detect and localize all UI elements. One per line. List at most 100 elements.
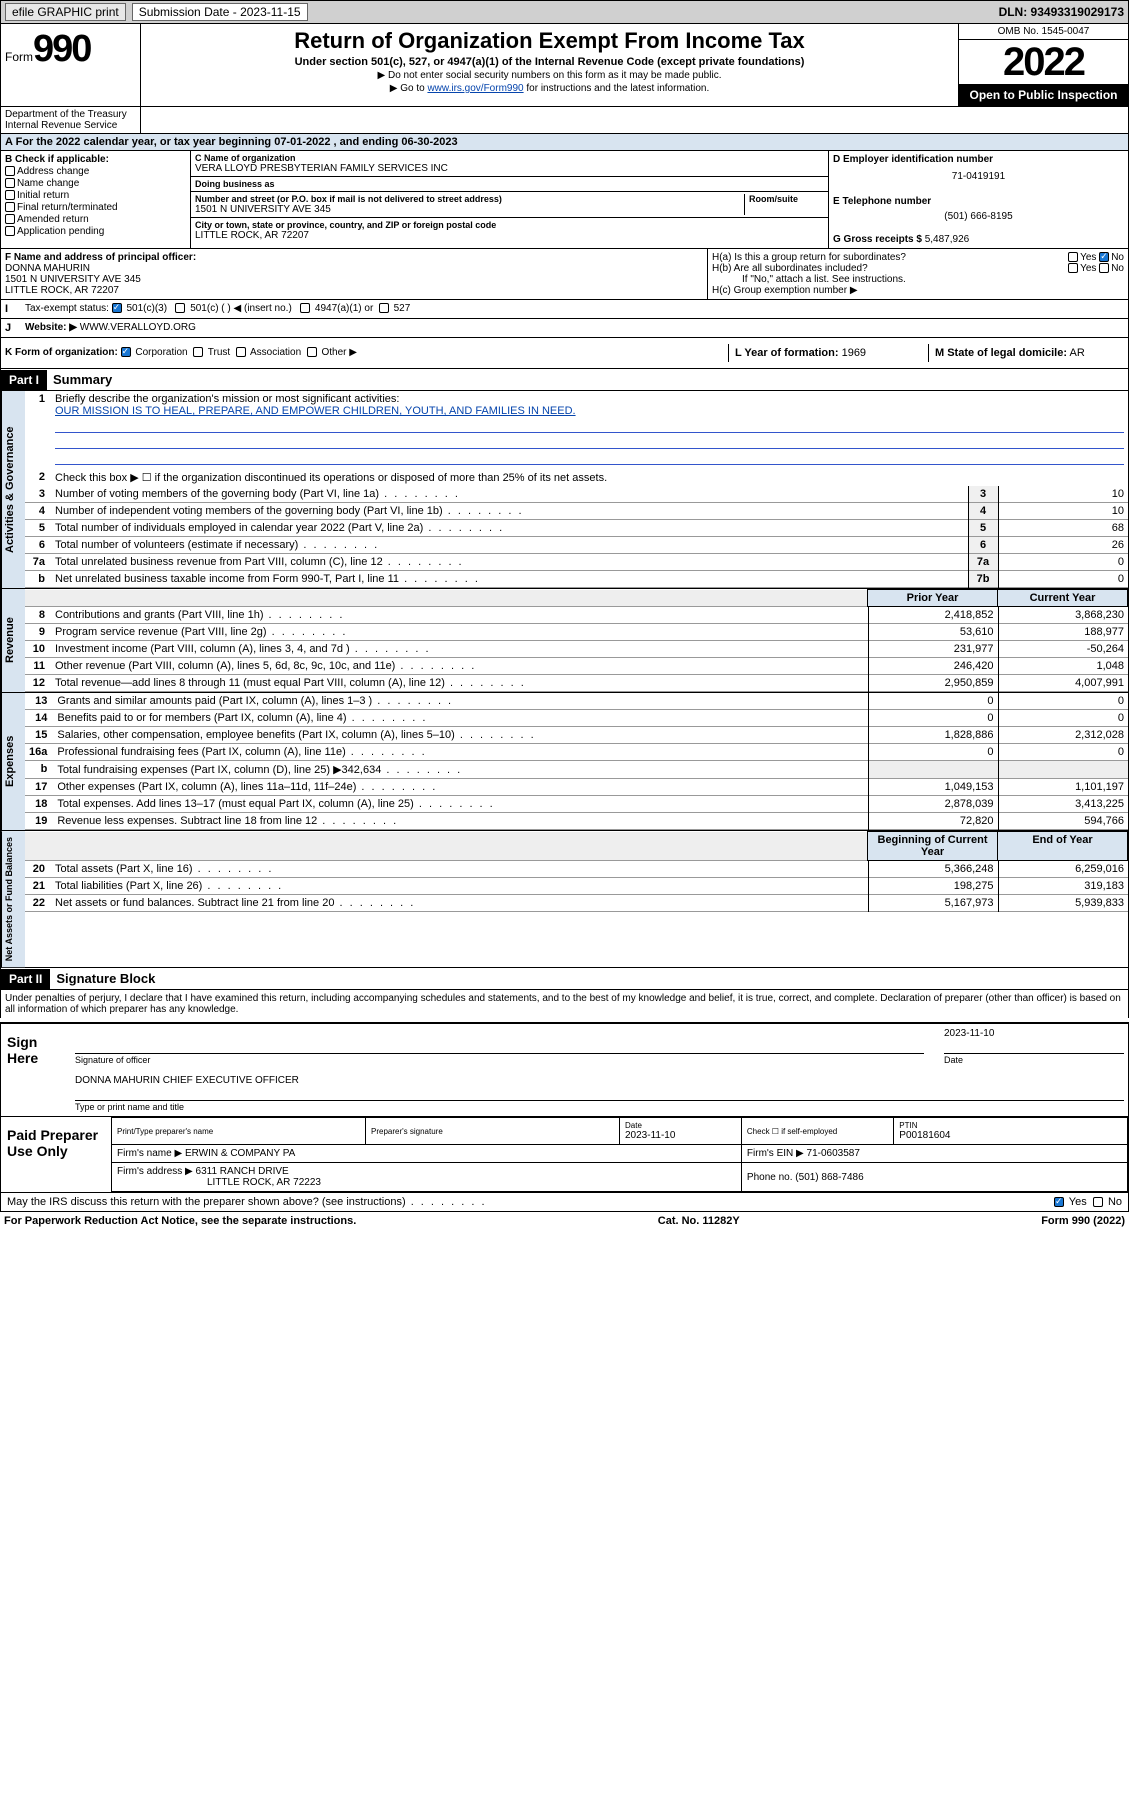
ha-yes[interactable]: Yes xyxy=(1080,252,1096,263)
domicile-label: M State of legal domicile: xyxy=(935,347,1067,359)
header-subtitle-2: ▶ Do not enter social security numbers o… xyxy=(149,70,950,81)
tax-year: 2022 xyxy=(959,40,1128,84)
preparer-date-label: Date xyxy=(625,1121,736,1130)
box-d-ein-phone: D Employer identification number 71-0419… xyxy=(828,151,1128,248)
submission-date: Submission Date - 2023-11-15 xyxy=(132,3,308,21)
irs-link[interactable]: www.irs.gov/Form990 xyxy=(427,83,523,94)
line-12: 12Total revenue—add lines 8 through 11 (… xyxy=(25,675,1128,692)
room-label: Room/suite xyxy=(749,194,824,204)
mission-text[interactable]: OUR MISSION IS TO HEAL, PREPARE, AND EMP… xyxy=(55,405,576,417)
dba-label: Doing business as xyxy=(195,179,824,189)
perjury-declaration: Under penalties of perjury, I declare th… xyxy=(0,990,1129,1018)
box-c-org-info: C Name of organization VERA LLOYD PRESBY… xyxy=(191,151,828,248)
header-title-block: Return of Organization Exempt From Incom… xyxy=(141,24,958,106)
officer-addr2: LITTLE ROCK, AR 72207 xyxy=(5,285,703,296)
discuss-no: No xyxy=(1108,1196,1122,1208)
firm-phone-label: Phone no. xyxy=(747,1172,793,1183)
header-right-box: OMB No. 1545-0047 2022 Open to Public In… xyxy=(958,24,1128,106)
chk-initial-return[interactable]: Initial return xyxy=(5,190,186,201)
col-prior-year: Prior Year xyxy=(868,590,998,607)
tax-period-row: A For the 2022 calendar year, or tax yea… xyxy=(0,134,1129,151)
chk-501c3[interactable] xyxy=(112,303,122,313)
year-formation-value: 1969 xyxy=(842,347,866,359)
box-b-check-applicable: B Check if applicable: Address change Na… xyxy=(1,151,191,248)
firm-ein: 71-0603587 xyxy=(807,1148,860,1159)
open-to-public: Open to Public Inspection xyxy=(959,84,1128,106)
chk-4947[interactable] xyxy=(300,303,310,313)
firm-addr1: 6311 RANCH DRIVE xyxy=(196,1166,289,1177)
line-22: 22Net assets or fund balances. Subtract … xyxy=(25,895,1128,912)
discuss-yes-check[interactable] xyxy=(1054,1197,1064,1207)
preparer-date: 2023-11-10 xyxy=(625,1130,736,1141)
box-k-form-org: K Form of organization: Corporation Trus… xyxy=(1,344,728,362)
org-name-label: C Name of organization xyxy=(195,153,824,163)
col-current-year: Current Year xyxy=(998,590,1128,607)
chk-527[interactable] xyxy=(379,303,389,313)
col-beginning-year: Beginning of Current Year xyxy=(868,832,998,861)
discuss-question: May the IRS discuss this return with the… xyxy=(7,1196,1054,1208)
street-label: Number and street (or P.O. box if mail i… xyxy=(195,194,744,204)
form-org-label: K Form of organization: xyxy=(5,347,118,358)
opt-trust: Trust xyxy=(208,347,230,358)
form-990-number: 990 xyxy=(33,28,90,70)
opt-4947: 4947(a)(1) or xyxy=(315,303,373,314)
gross-label: G Gross receipts $ xyxy=(833,234,922,245)
officer-name: DONNA MAHURIN xyxy=(5,263,703,274)
footer-pra: For Paperwork Reduction Act Notice, see … xyxy=(4,1215,356,1227)
chk-other[interactable] xyxy=(307,347,317,357)
ptin-label: PTIN xyxy=(899,1121,1122,1130)
chk-address-change[interactable]: Address change xyxy=(5,166,186,177)
phone-label: E Telephone number xyxy=(833,196,1124,207)
sig-date-label: Date xyxy=(944,1053,1124,1065)
efile-print-button[interactable]: efile GRAPHIC print xyxy=(5,3,126,21)
chk-amended-return[interactable]: Amended return xyxy=(5,214,186,225)
chk-application-pending[interactable]: Application pending xyxy=(5,226,186,237)
omb-number: OMB No. 1545-0047 xyxy=(959,24,1128,40)
discuss-yes: Yes xyxy=(1069,1196,1087,1208)
preparer-self-employed[interactable]: Check ☐ if self-employed xyxy=(747,1127,888,1136)
part-2-title: Signature Block xyxy=(50,968,161,989)
line2-discontinued: Check this box ▶ ☐ if the organization d… xyxy=(51,469,1128,486)
ha-no[interactable]: No xyxy=(1111,252,1124,263)
line-20: 20Total assets (Part X, line 16)5,366,24… xyxy=(25,861,1128,878)
ha-label: H(a) Is this a group return for subordin… xyxy=(712,252,1068,263)
mission-label: Briefly describe the organization's miss… xyxy=(55,393,399,405)
hb-yes[interactable]: Yes xyxy=(1080,263,1096,274)
firm-phone: (501) 868-7486 xyxy=(795,1172,863,1183)
type-name-label: Type or print name and title xyxy=(75,1100,1124,1112)
firm-name-label: Firm's name ▶ xyxy=(117,1148,182,1159)
form-word: Form xyxy=(5,50,33,64)
line-15: 15Salaries, other compensation, employee… xyxy=(25,727,1128,744)
chk-name-change[interactable]: Name change xyxy=(5,178,186,189)
line-21: 21Total liabilities (Part X, line 26)198… xyxy=(25,878,1128,895)
preparer-sig-label: Preparer's signature xyxy=(371,1127,614,1136)
discuss-no-check[interactable] xyxy=(1093,1197,1103,1207)
form-number-box: Form990 xyxy=(1,24,141,106)
tab-activities-governance: Activities & Governance xyxy=(1,391,25,588)
top-toolbar: efile GRAPHIC print Submission Date - 20… xyxy=(0,0,1129,24)
line-10: 10Investment income (Part VIII, column (… xyxy=(25,641,1128,658)
domicile-value: AR xyxy=(1069,347,1084,359)
hb-no[interactable]: No xyxy=(1111,263,1124,274)
chk-final-return[interactable]: Final return/terminated xyxy=(5,202,186,213)
opt-501c: 501(c) ( ) ◀ (insert no.) xyxy=(190,303,292,314)
dln: DLN: 93493319029173 xyxy=(999,5,1124,19)
chk-501c[interactable] xyxy=(175,303,185,313)
gov-line-7a: 7aTotal unrelated business revenue from … xyxy=(25,554,1128,571)
box-i-tax-status: Tax-exempt status: 501(c)(3) 501(c) ( ) … xyxy=(21,300,1128,318)
form-title: Return of Organization Exempt From Incom… xyxy=(149,28,950,54)
chk-association[interactable] xyxy=(236,347,246,357)
firm-addr2: LITTLE ROCK, AR 72223 xyxy=(117,1177,321,1188)
phone-value: (501) 666-8195 xyxy=(833,207,1124,226)
footer-form: Form 990 (2022) xyxy=(1041,1215,1125,1227)
line-13: 13Grants and similar amounts paid (Part … xyxy=(25,693,1128,710)
chk-trust[interactable] xyxy=(193,347,203,357)
city-value: LITTLE ROCK, AR 72207 xyxy=(195,230,824,241)
opt-527: 527 xyxy=(394,303,411,314)
firm-name: ERWIN & COMPANY PA xyxy=(185,1148,295,1159)
chk-corporation[interactable] xyxy=(121,347,131,357)
line-j-marker: J xyxy=(1,319,21,337)
box-h-group: H(a) Is this a group return for subordin… xyxy=(708,249,1128,299)
gov-line-7b: bNet unrelated business taxable income f… xyxy=(25,571,1128,588)
ein-value: 71-0419191 xyxy=(833,165,1124,188)
